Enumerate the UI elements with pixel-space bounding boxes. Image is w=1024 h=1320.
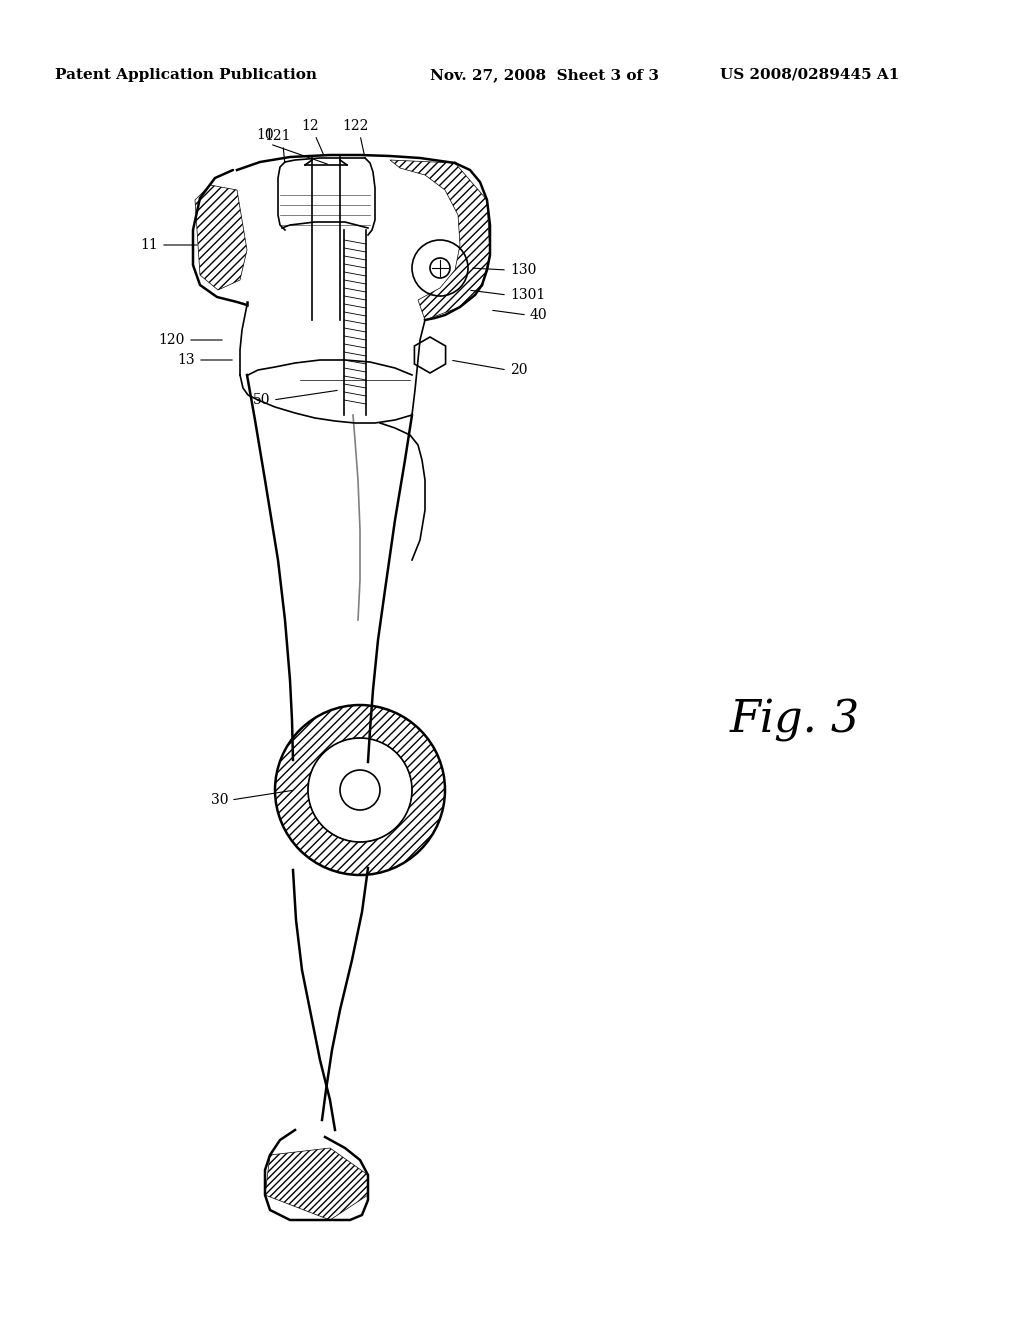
Text: 11: 11	[140, 238, 158, 252]
Text: 40: 40	[530, 308, 548, 322]
Text: 122: 122	[342, 119, 369, 133]
Text: 30: 30	[211, 793, 228, 807]
Text: Nov. 27, 2008  Sheet 3 of 3: Nov. 27, 2008 Sheet 3 of 3	[430, 69, 659, 82]
Text: 50: 50	[253, 393, 270, 407]
Text: US 2008/0289445 A1: US 2008/0289445 A1	[720, 69, 899, 82]
Text: 130: 130	[510, 263, 537, 277]
Text: 120: 120	[159, 333, 185, 347]
Text: 13: 13	[177, 352, 195, 367]
Text: 10: 10	[256, 128, 273, 143]
Text: Fig. 3: Fig. 3	[730, 698, 860, 742]
Text: 20: 20	[510, 363, 527, 378]
Text: Patent Application Publication: Patent Application Publication	[55, 69, 317, 82]
Circle shape	[340, 770, 380, 810]
Text: 121: 121	[265, 129, 291, 143]
Text: 12: 12	[301, 119, 318, 133]
Text: 1301: 1301	[510, 288, 545, 302]
